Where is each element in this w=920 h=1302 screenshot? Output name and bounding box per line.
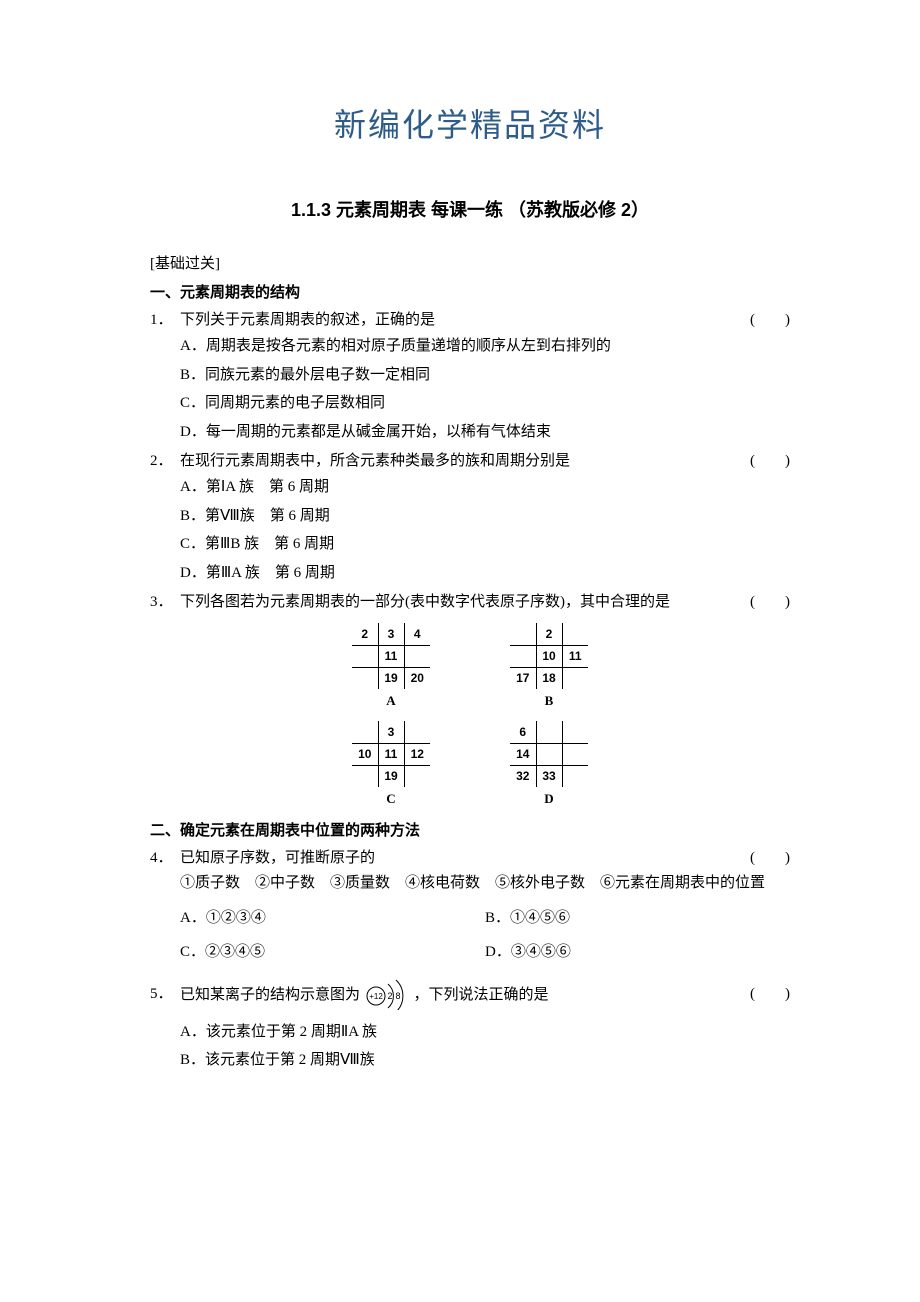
svg-text:+12: +12	[369, 992, 383, 1001]
q5-stem-before: 已知某离子的结构示意图为	[180, 986, 360, 1002]
heading-2: 二、确定元素在周期表中位置的两种方法	[150, 819, 790, 840]
q3-table-a-label: A	[352, 693, 430, 709]
q1-opt-d: D．每一周期的元素都是从碱金属开始，以稀有气体结束	[180, 421, 790, 444]
q4-stem: 已知原子序数，可推断原子的	[180, 846, 740, 867]
q3-table-a: 234 11 1920 A	[352, 623, 430, 709]
q3-table-b-label: B	[510, 693, 588, 709]
ion-structure-icon: +12 2 8	[364, 976, 410, 1015]
q2-opt-b: B．第Ⅷ族 第 6 周期	[180, 505, 790, 528]
q1-opt-b: B．同族元素的最外层电子数一定相同	[180, 364, 790, 387]
q4-opt-b: B．①④⑤⑥	[485, 907, 790, 930]
question-3: 3． 下列各图若为元素周期表的一部分(表中数字代表原子序数)，其中合理的是 ( …	[150, 590, 790, 807]
svg-text:2: 2	[387, 991, 392, 1001]
q3-table-d: 6 14 3233 D	[510, 721, 588, 807]
question-1: 1． 下列关于元素周期表的叙述，正确的是 ( ) A．周期表是按各元素的相对原子…	[150, 308, 790, 443]
q5-stem-after: ，下列说法正确的是	[414, 986, 549, 1002]
heading-1: 一、元素周期表的结构	[150, 281, 790, 302]
main-title: 新编化学精品资料	[150, 100, 790, 146]
question-2: 2． 在现行元素周期表中，所含元素种类最多的族和周期分别是 ( ) A．第ⅠA …	[150, 449, 790, 584]
q3-diagram-row1: 234 11 1920 A 2 1011 1718 B	[150, 623, 790, 709]
q2-blank: ( )	[740, 449, 790, 470]
question-5: 5． 已知某离子的结构示意图为 +12 2 8 ，下列说法正确的是 ( ) A．…	[150, 976, 790, 1072]
svg-text:8: 8	[395, 991, 400, 1001]
q5-opt-b: B．该元素位于第 2 周期Ⅷ族	[180, 1049, 790, 1072]
q2-num: 2．	[150, 449, 180, 470]
section-basic: [基础过关]	[150, 252, 790, 273]
q2-opt-c: C．第ⅢB 族 第 6 周期	[180, 533, 790, 556]
q4-opt-a: A．①②③④	[180, 907, 485, 930]
q4-opt-d: D．③④⑤⑥	[485, 941, 790, 964]
q4-opt-c: C．②③④⑤	[180, 941, 485, 964]
q5-blank: ( )	[740, 982, 790, 1003]
q4-num: 4．	[150, 846, 180, 867]
q3-table-c: 3 101112 19 C	[352, 721, 430, 807]
q3-diagram-row2: 3 101112 19 C 6 14 3233 D	[150, 721, 790, 807]
q1-opt-c: C．同周期元素的电子层数相同	[180, 392, 790, 415]
q1-stem: 下列关于元素周期表的叙述，正确的是	[180, 308, 740, 329]
q1-blank: ( )	[740, 308, 790, 329]
q5-num: 5．	[150, 982, 180, 1003]
q1-num: 1．	[150, 308, 180, 329]
q2-opt-a: A．第ⅠA 族 第 6 周期	[180, 476, 790, 499]
q3-table-d-label: D	[510, 791, 588, 807]
q1-opt-a: A．周期表是按各元素的相对原子质量递增的顺序从左到右排列的	[180, 335, 790, 358]
sub-title: 1.1.3 元素周期表 每课一练 （苏教版必修 2）	[150, 196, 790, 222]
q4-items: ①质子数 ②中子数 ③质量数 ④核电荷数 ⑤核外电子数 ⑥元素在周期表中的位置	[150, 871, 790, 897]
q2-stem: 在现行元素周期表中，所含元素种类最多的族和周期分别是	[180, 449, 740, 470]
q5-stem: 已知某离子的结构示意图为 +12 2 8 ，下列说法正确的是	[180, 976, 740, 1015]
q3-blank: ( )	[740, 590, 790, 611]
q2-opt-d: D．第ⅢA 族 第 6 周期	[180, 562, 790, 585]
q5-opt-a: A．该元素位于第 2 周期ⅡA 族	[180, 1021, 790, 1044]
q3-table-b: 2 1011 1718 B	[510, 623, 588, 709]
q4-blank: ( )	[740, 846, 790, 867]
q3-table-c-label: C	[352, 791, 430, 807]
q3-stem: 下列各图若为元素周期表的一部分(表中数字代表原子序数)，其中合理的是	[180, 590, 740, 611]
question-4: 4． 已知原子序数，可推断原子的 ( ) ①质子数 ②中子数 ③质量数 ④核电荷…	[150, 846, 790, 970]
q3-num: 3．	[150, 590, 180, 611]
